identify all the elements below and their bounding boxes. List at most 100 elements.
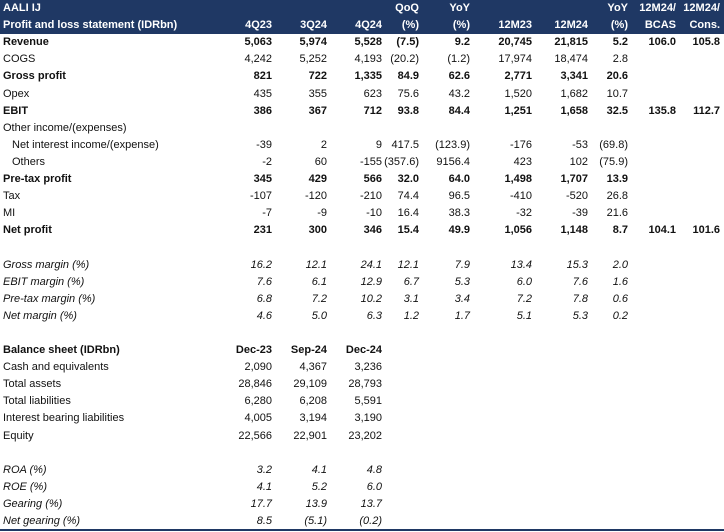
ticker: AALI IJ — [3, 2, 41, 14]
cell-value: 429 — [308, 173, 327, 185]
cell-value: 722 — [308, 70, 327, 83]
column-header: (%) — [452, 19, 470, 32]
row-label: Net interest income/(expense) — [12, 138, 159, 151]
column-header: (%) — [401, 19, 419, 32]
cell-value: 355 — [308, 87, 327, 100]
cell-value: 3,341 — [560, 70, 588, 83]
row-label: Revenue — [3, 36, 49, 49]
cell-value: 1.2 — [403, 309, 419, 322]
cell-value: -7 — [262, 207, 272, 220]
row-label: Gross margin (%) — [3, 258, 90, 271]
cell-value: 1,148 — [560, 224, 588, 237]
row-label: COGS — [3, 53, 36, 66]
cell-value: 5,063 — [244, 36, 272, 49]
cell-value: 84.9 — [397, 70, 419, 83]
cell-value: 62.6 — [448, 70, 470, 83]
cell-value: 6.1 — [311, 275, 327, 288]
cell-value: 6.0 — [516, 275, 532, 288]
row-label: Equity — [3, 429, 34, 442]
cell-value: 2,771 — [504, 70, 532, 83]
header-band — [0, 0, 724, 34]
cell-value: (75.9) — [599, 155, 628, 168]
cell-value: 17,974 — [498, 53, 532, 66]
table-title: Profit and loss statement (IDRbn) — [3, 19, 178, 32]
row-label: Gearing (%) — [3, 497, 63, 510]
cell-value: (0.2) — [359, 515, 382, 527]
cell-value: (69.8) — [599, 138, 628, 151]
cell-value: -176 — [509, 138, 532, 151]
row-label: Interest bearing liabilities — [3, 412, 125, 425]
cell-value: 0.6 — [612, 292, 628, 305]
cell-value: 4.1 — [256, 480, 272, 493]
column-header: YoY — [607, 2, 628, 14]
row-label: EBIT — [3, 104, 29, 117]
cell-value: 4,193 — [354, 53, 382, 66]
cell-value: 96.5 — [448, 190, 470, 203]
column-header: Dec-23 — [235, 344, 272, 356]
cell-value: 623 — [363, 87, 382, 100]
cell-value: 16.2 — [250, 258, 272, 271]
cell-value: 106.0 — [648, 36, 676, 49]
cell-value: 1,056 — [504, 224, 532, 237]
cell-value: 3.2 — [256, 463, 272, 476]
cell-value: 8.7 — [612, 224, 628, 237]
row-label: Opex — [3, 87, 30, 100]
cell-value: -9 — [317, 207, 327, 220]
cell-value: 1,335 — [354, 70, 382, 83]
cell-value: 7.2 — [516, 292, 532, 305]
cell-value: 6.0 — [366, 480, 382, 493]
cell-value: -39 — [256, 138, 272, 151]
cell-value: 13.4 — [510, 258, 532, 271]
cell-value: -32 — [516, 207, 532, 220]
cell-value: 1,682 — [560, 87, 588, 100]
row-label: Others — [12, 155, 46, 168]
row-label: Gross profit — [3, 70, 66, 83]
cell-value: -2 — [262, 155, 272, 168]
cell-value: 49.9 — [448, 224, 470, 237]
cell-value: 6.7 — [403, 275, 419, 288]
cell-value: 3.4 — [454, 292, 470, 305]
cell-value: (123.9) — [435, 138, 470, 151]
cell-value: 345 — [253, 173, 272, 185]
cell-value: 566 — [363, 173, 382, 185]
cell-value: 12.1 — [397, 258, 419, 271]
cell-value: -210 — [359, 190, 382, 203]
cell-value: 1,498 — [504, 173, 532, 185]
cell-value: (1.2) — [447, 53, 470, 66]
column-header: 12M24 — [554, 19, 588, 32]
cell-value: 6,280 — [244, 395, 272, 408]
cell-value: 2,090 — [244, 361, 272, 374]
cell-value: 32.5 — [606, 104, 628, 117]
cell-value: 9.2 — [454, 36, 470, 49]
cell-value: 3,190 — [354, 412, 382, 425]
cell-value: 9156.4 — [436, 155, 470, 168]
section-title: Balance sheet (IDRbn) — [3, 344, 120, 356]
cell-value: -53 — [572, 138, 588, 151]
cell-value: -120 — [304, 190, 327, 203]
cell-value: 10.7 — [606, 87, 628, 100]
cell-value: 5.2 — [612, 36, 628, 49]
row-label: MI — [3, 207, 16, 220]
cell-value: 22,901 — [293, 429, 327, 442]
cell-value: 29,109 — [293, 378, 327, 391]
cell-value: 5.0 — [311, 309, 327, 322]
row-label: ROA (%) — [3, 463, 47, 476]
cell-value: 5.2 — [311, 480, 327, 493]
cell-value: 5,528 — [354, 36, 382, 49]
cell-value: (7.5) — [396, 36, 419, 49]
cell-value: 423 — [513, 155, 532, 168]
cell-value: 21.6 — [606, 207, 628, 220]
cell-value: 4,367 — [299, 361, 327, 374]
cell-value: -107 — [249, 190, 272, 203]
cell-value: 2 — [320, 138, 327, 151]
cell-value: 4.6 — [256, 309, 272, 322]
cell-value: 26.8 — [606, 190, 628, 203]
cell-value: 386 — [253, 104, 272, 117]
cell-value: 7.6 — [256, 275, 272, 288]
column-header: (%) — [610, 19, 628, 32]
row-label: Total liabilities — [3, 395, 71, 408]
row-label: ROE (%) — [3, 480, 47, 493]
cell-value: 1,658 — [560, 104, 588, 117]
cell-value: 417.5 — [391, 138, 419, 151]
